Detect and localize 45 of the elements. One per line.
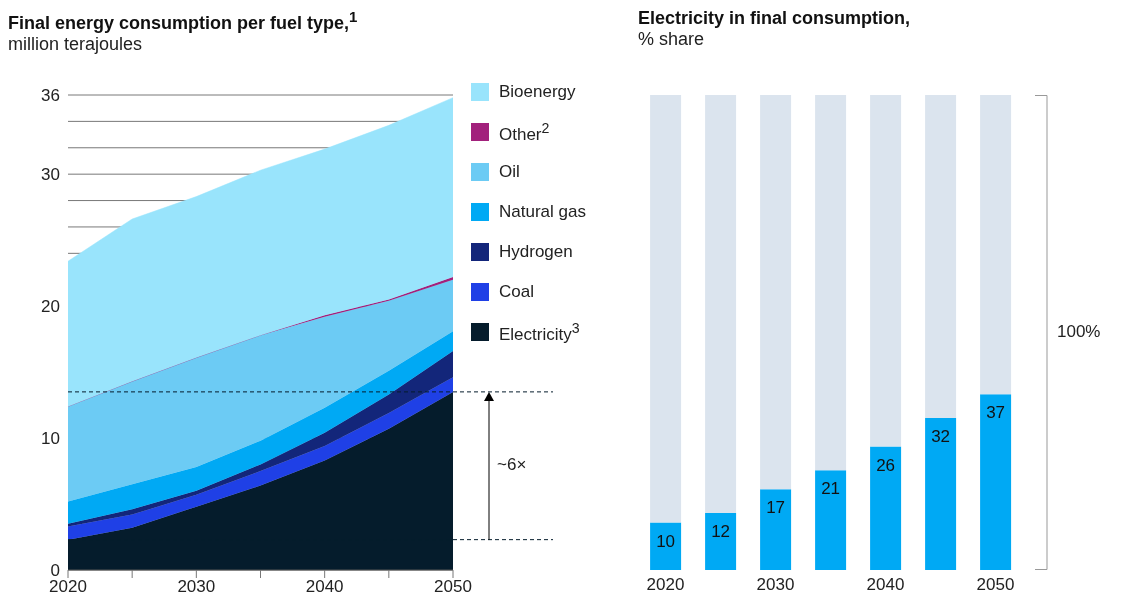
bar: [760, 489, 792, 570]
bar: [815, 95, 847, 471]
legend-label: Oil: [499, 162, 520, 182]
bar: [980, 394, 1012, 570]
x-tick-label: 2050: [976, 575, 1015, 595]
data-label: 12: [711, 522, 731, 541]
x-tick-label: 2040: [305, 577, 344, 597]
y-tick-label: 30: [41, 165, 60, 185]
data-label: 17: [766, 498, 786, 518]
legend-label: Bioenergy: [499, 82, 576, 102]
data-label: 10: [656, 531, 676, 551]
data-label: 21: [821, 479, 841, 499]
bar: [705, 95, 737, 513]
bar: [925, 95, 957, 418]
chart-title: Electricity in final consumption,: [638, 8, 911, 28]
legend-label: Coal: [499, 282, 534, 302]
y-tick-label: 10: [41, 429, 60, 449]
chart-subtitle: million terajoules: [8, 34, 143, 54]
chart-title: Final energy consumption per fuel type,$^{1}$: [8, 8, 358, 33]
x-tick-label: 2030: [177, 577, 216, 597]
data-label: 37: [986, 403, 1006, 423]
x-tick-label: 2040: [866, 575, 905, 595]
data-label: 26: [876, 455, 896, 475]
legend-label: Electricity$^{3}$: [499, 319, 580, 345]
bar: [870, 95, 902, 447]
text: 100%: [1057, 321, 1101, 341]
text: ~6×: [497, 454, 527, 474]
bar: [980, 95, 1012, 395]
bar: [760, 95, 792, 490]
bar: [925, 418, 957, 570]
chart-subtitle: % share: [638, 29, 705, 49]
bar: [650, 95, 682, 523]
y-tick-label: 20: [41, 297, 60, 317]
x-tick-label: 2050: [434, 577, 472, 597]
y-tick-label: 36: [41, 86, 60, 106]
x-tick-label: 2020: [646, 575, 685, 595]
legend-label: Natural gas: [499, 202, 586, 222]
legend-label: Other$^{2}$: [499, 119, 550, 145]
bar: [650, 522, 682, 570]
data-label: 32: [931, 427, 951, 446]
x-tick-label: 2030: [756, 575, 795, 595]
legend-label: Hydrogen: [499, 242, 573, 262]
bar: [815, 470, 847, 570]
bar: [870, 446, 902, 570]
bar: [705, 513, 737, 570]
